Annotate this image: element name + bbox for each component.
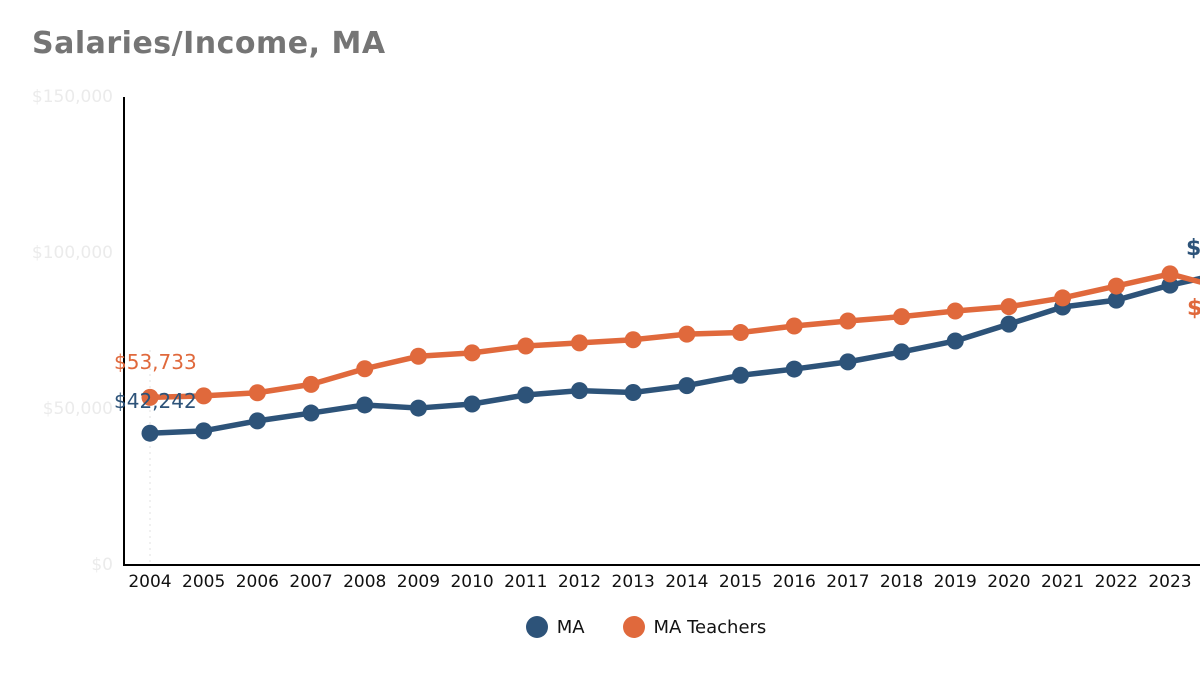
x-tick-label: 2010 [450,572,494,592]
ma-teachers-data-point[interactable] [785,317,803,335]
ma-first-value-label: $42,242 [114,389,197,413]
ma-teachers-data-point[interactable] [1161,265,1179,283]
x-tick-label: 2018 [879,572,924,592]
x-tick-label: 2022 [1094,572,1138,592]
ma-teachers-data-point[interactable] [409,347,427,365]
x-tick-label: 2019 [933,572,977,592]
x-tick-label: 2017 [826,572,870,592]
y-tick-label: $0 [91,555,113,575]
legend-label-ma: MA [556,616,585,638]
x-tick-label: 2008 [343,572,387,592]
ma-teachers-end-value-label-truncated: $ [1187,296,1200,321]
ma-end-value-label-truncated: $ [1186,236,1200,261]
ma-teachers-data-point[interactable] [195,387,213,405]
chart-title: Salaries/Income, MA [32,26,386,61]
x-tick-label: 2023 [1148,572,1192,592]
ma-data-point[interactable] [517,386,535,404]
y-tick-label: $50,000 [42,399,113,419]
legend-label-ma-teachers: MA Teachers [653,616,767,638]
ma-teachers-data-point[interactable] [141,388,159,406]
ma-data-point[interactable] [946,332,964,350]
x-tick-label: 2012 [557,572,602,592]
ma-teachers-series-marker-icon [622,616,645,638]
ma-data-point[interactable] [678,377,696,395]
x-tick-label: 2021 [1040,572,1085,592]
ma-teachers-data-point[interactable] [839,312,857,330]
legend-item-ma[interactable]: MA [525,616,585,638]
x-tick-label: 2006 [235,572,279,592]
x-tick-label: 2007 [289,572,333,592]
ma-series-marker-icon [525,616,548,638]
ma-teachers-data-point[interactable] [302,375,320,393]
x-tick-label: 2005 [182,572,226,592]
ma-teachers-data-point[interactable] [570,334,588,352]
ma-teachers-data-point[interactable] [356,360,374,378]
ma-teachers-first-value-label: $53,733 [114,350,197,374]
ma-teachers-data-point[interactable] [1107,277,1125,295]
ma-data-point[interactable] [141,424,159,442]
ma-teachers-data-point[interactable] [893,308,911,326]
x-tick-label: 2014 [665,572,709,592]
x-tick-label: 2009 [396,572,441,592]
y-tick-label: $100,000 [31,243,113,263]
ma-teachers-data-point[interactable] [1000,298,1018,316]
ma-teachers-data-point[interactable] [463,344,481,362]
ma-data-point[interactable] [839,353,857,371]
ma-teachers-data-point[interactable] [946,302,964,320]
x-tick-label: 2015 [718,572,763,592]
ma-teachers-data-point[interactable] [248,384,266,402]
ma-data-point[interactable] [463,395,481,413]
x-tick-label: 2004 [128,572,172,592]
ma-teachers-data-point[interactable] [624,331,642,349]
ma-data-point[interactable] [195,422,213,440]
ma-teachers-data-point[interactable] [517,337,535,355]
ma-data-point[interactable] [1000,315,1018,333]
ma-data-point[interactable] [302,404,320,422]
x-tick-label: 2016 [772,572,816,592]
legend-item-ma-teachers[interactable]: MA Teachers [622,616,767,638]
ma-data-point[interactable] [732,366,750,384]
y-tick-label: $150,000 [31,87,113,107]
x-tick-label: 2020 [987,572,1031,592]
ma-teachers-data-point[interactable] [732,324,750,342]
ma-data-point[interactable] [356,396,374,414]
legend: MA MA Teachers [46,616,1200,638]
x-tick-label: 2013 [611,572,655,592]
ma-data-point[interactable] [248,412,266,430]
ma-teachers-data-point[interactable] [678,325,696,343]
ma-data-point[interactable] [785,360,803,378]
ma-teachers-data-point[interactable] [1054,289,1072,307]
ma-data-point[interactable] [1107,291,1125,309]
ma-data-point[interactable] [409,399,427,417]
x-tick-label: 2011 [504,572,548,592]
ma-data-point[interactable] [893,343,911,361]
axis-lines [123,97,1200,566]
ma-data-point[interactable] [624,383,642,401]
ma-data-point[interactable] [570,382,588,400]
